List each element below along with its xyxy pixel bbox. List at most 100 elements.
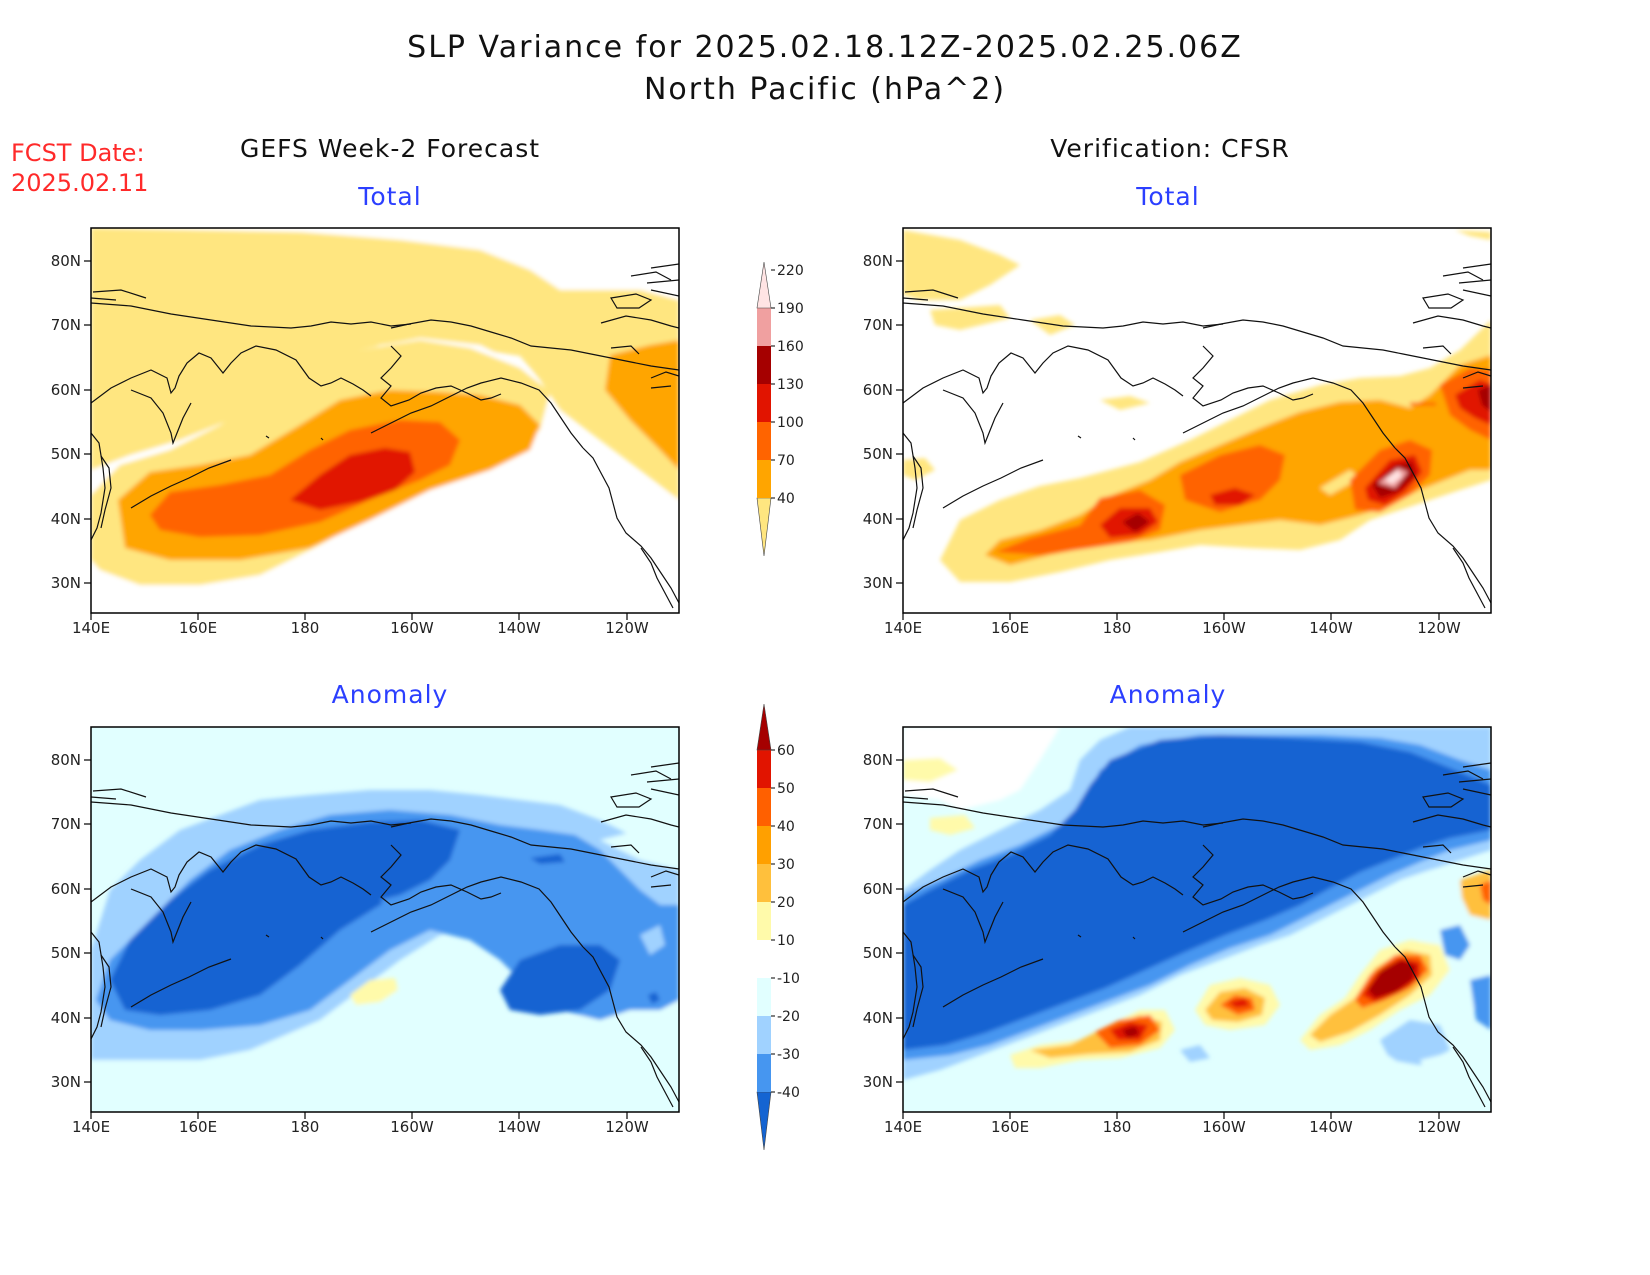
colorbar-label: 220 <box>777 263 804 279</box>
colorbar-total: 40 70 100 130 160 190 220 <box>756 261 804 557</box>
lon-tick-label: 160E <box>991 619 1029 637</box>
lon-tick-label: 180 <box>291 619 320 637</box>
colorbar-swatch <box>757 346 771 384</box>
map-total-verification <box>903 228 1491 613</box>
lon-tick-label: 160E <box>179 1118 217 1136</box>
colorbar-swatch <box>756 497 772 557</box>
panel-label-anomaly-forecast: Anomaly <box>331 680 449 709</box>
lon-tick-label: 120W <box>1417 1118 1461 1136</box>
panel-label-total-verification: Total <box>1136 182 1200 211</box>
lat-tick-label: 40N <box>863 1009 893 1027</box>
colorbar-swatch <box>757 788 771 826</box>
lat-tick-label: 70N <box>51 316 81 334</box>
lat-tick-label: 80N <box>863 252 893 270</box>
lon-tick-label: 140E <box>72 1118 110 1136</box>
colorbar-label: 100 <box>777 415 804 431</box>
colorbar-label: 60 <box>777 743 795 759</box>
lon-tick-label: 140W <box>497 619 541 637</box>
right-column-title: Verification: CFSR <box>1050 134 1290 163</box>
colorbar-label: -40 <box>777 1085 800 1101</box>
colorbar-label: 160 <box>777 339 804 355</box>
lon-tick-label: 160W <box>1202 619 1246 637</box>
colorbar-swatch <box>756 261 772 309</box>
colorbar-label: -10 <box>777 971 800 987</box>
colorbar-anomaly: -40 -30 -20 -10 10 20 30 40 50 60 <box>756 703 800 1151</box>
colorbar-label: -20 <box>777 1009 800 1025</box>
lon-tick-label: 120W <box>605 1118 649 1136</box>
colorbar-label: 70 <box>777 453 795 469</box>
lat-tick-label: 30N <box>863 1073 893 1091</box>
lon-tick-label: 180 <box>1103 619 1132 637</box>
lat-tick-label: 70N <box>863 815 893 833</box>
lon-tick-label: 140W <box>497 1118 541 1136</box>
colorbar-swatch <box>756 703 772 751</box>
colorbar-label: 10 <box>777 933 795 949</box>
colorbar-swatch <box>757 902 771 940</box>
lat-tick-label: 50N <box>863 445 893 463</box>
lon-tick-label: 160W <box>1202 1118 1246 1136</box>
lat-tick-label: 70N <box>863 316 893 334</box>
lat-tick-label: 50N <box>51 445 81 463</box>
map-total-forecast <box>91 228 679 613</box>
colorbar-swatch <box>757 308 771 346</box>
colorbar-swatch <box>757 864 771 902</box>
colorbar-swatch <box>757 1054 771 1092</box>
colorbar-label: 40 <box>777 491 795 507</box>
lon-tick-label: 140W <box>1309 619 1353 637</box>
lat-tick-label: 30N <box>863 574 893 592</box>
lat-tick-label: 40N <box>51 1009 81 1027</box>
lon-tick-label: 160E <box>991 1118 1029 1136</box>
lon-tick-label: 120W <box>605 619 649 637</box>
lat-tick-label: 80N <box>863 751 893 769</box>
panel-label-anomaly-verification: Anomaly <box>1109 680 1227 709</box>
lon-tick-label: 140E <box>884 1118 922 1136</box>
panel-label-total-forecast: Total <box>358 182 422 211</box>
colorbar-label: 190 <box>777 301 804 317</box>
colorbar-label: -30 <box>777 1047 800 1063</box>
lon-tick-label: 160E <box>179 619 217 637</box>
lon-tick-label: 160W <box>390 619 434 637</box>
lat-tick-label: 60N <box>51 880 81 898</box>
map-anomaly-forecast <box>91 727 679 1112</box>
colorbar-swatch <box>757 978 771 1016</box>
lat-tick-label: 50N <box>863 944 893 962</box>
lat-tick-label: 60N <box>51 381 81 399</box>
lon-tick-label: 120W <box>1417 619 1461 637</box>
lat-tick-label: 40N <box>863 510 893 528</box>
fcst-date-label: FCST Date: <box>11 139 145 167</box>
lat-tick-label: 50N <box>51 944 81 962</box>
lon-tick-label: 180 <box>291 1118 320 1136</box>
colorbar-swatch <box>757 422 771 460</box>
colorbar-label: 20 <box>777 895 795 911</box>
lat-tick-label: 30N <box>51 574 81 592</box>
colorbar-label: 130 <box>777 377 804 393</box>
lon-tick-label: 140W <box>1309 1118 1353 1136</box>
colorbar-swatch <box>757 460 771 498</box>
lat-tick-label: 30N <box>51 1073 81 1091</box>
lat-tick-label: 80N <box>51 252 81 270</box>
colorbar-swatch <box>757 940 771 978</box>
fcst-date-block: FCST Date: 2025.02.11 <box>11 138 148 198</box>
colorbar-label: 50 <box>777 781 795 797</box>
fcst-date-value: 2025.02.11 <box>11 169 149 197</box>
colorbar-swatch <box>757 384 771 422</box>
colorbar-label: 30 <box>777 857 795 873</box>
lon-tick-label: 140E <box>72 619 110 637</box>
colorbar-swatch <box>757 1016 771 1054</box>
lat-tick-label: 40N <box>51 510 81 528</box>
lon-tick-label: 180 <box>1103 1118 1132 1136</box>
lon-tick-label: 160W <box>390 1118 434 1136</box>
lon-tick-label: 140E <box>884 619 922 637</box>
lat-tick-label: 80N <box>51 751 81 769</box>
lat-tick-label: 70N <box>51 815 81 833</box>
map-axes: 140E 160E 180 160W 140W 120W 80N 70N 60N 50N 40N 30… <box>51 252 1461 1136</box>
colorbar-label: 40 <box>777 819 795 835</box>
colorbar-swatch <box>757 750 771 788</box>
map-anomaly-verification <box>903 727 1491 1112</box>
left-column-title: GEFS Week-2 Forecast <box>239 134 541 163</box>
colorbar-swatch <box>756 1091 772 1151</box>
lat-tick-label: 60N <box>863 381 893 399</box>
main-title: SLP Variance for 2025.02.18.12Z-2025.02.… <box>407 30 1243 65</box>
lat-tick-label: 60N <box>863 880 893 898</box>
